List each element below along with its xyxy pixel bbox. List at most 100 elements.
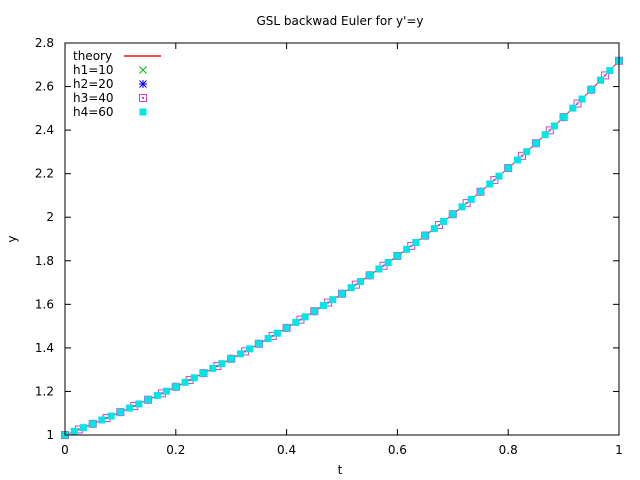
data-point [434,221,443,230]
data-point [301,313,309,321]
y-tick-label: 1.4 [35,341,54,355]
x-tick-label: 0.2 [166,443,185,457]
data-point [227,355,235,363]
data-point [283,324,291,332]
data-point [541,131,549,139]
y-tick-label: 1.8 [35,254,54,268]
data-point [218,360,226,368]
data-point [504,164,512,172]
data-point [532,139,540,147]
data-point [513,156,521,164]
plot-area [61,56,623,439]
data-point [458,203,466,211]
data-point [490,176,499,185]
x-tick-label: 0.8 [499,443,518,457]
legend-marker-swatch [139,108,147,116]
data-point [116,408,124,416]
axes: 0 0.2 0.4 0.6 0.8 1 1 1.2 1.4 1.6 1.8 2 2.2 2.4 2.6 2.8 [35,36,623,457]
data-point [153,392,161,400]
data-point [477,188,484,196]
data-point [384,259,392,267]
data-point [449,210,457,218]
data-point [440,217,448,225]
data-point [421,232,429,240]
data-point [181,378,189,386]
y-tick-label: 2.4 [35,123,54,137]
data-point [573,99,582,108]
data-point [190,374,198,382]
data-point [200,369,207,377]
data-point [70,427,78,435]
data-point [366,271,374,279]
y-tick-label: 1.6 [35,297,54,311]
data-point [462,199,471,208]
data-point [578,95,586,103]
data-point [320,301,328,309]
data-point [495,172,503,180]
legend-label: h3=40 [73,91,114,105]
y-tick-label: 1.2 [35,384,54,398]
y-tick-label: 2.6 [35,80,54,94]
x-tick-label: 0.4 [277,443,296,457]
data-point [518,151,527,160]
data-point [172,383,180,391]
chart-title: GSL backwad Euler for y'=y [256,14,423,28]
legend-label: h4=60 [73,105,114,119]
data-point [273,329,281,337]
data-point [375,265,383,273]
plot-frame [64,42,620,436]
data-point [597,76,605,84]
data-point [601,71,610,80]
data-point [126,404,134,412]
data-point [347,284,355,292]
data-point [486,180,494,188]
legend-marker-swatch [139,80,147,88]
legend-label: theory [73,49,112,63]
data-point [560,113,568,121]
data-point [107,412,115,420]
data-point [236,350,244,358]
data-point [209,364,217,372]
data-point [98,416,106,424]
data-point [255,340,263,348]
data-point [545,126,554,135]
data-point [144,396,152,404]
data-point [430,225,438,233]
legend-label: h2=20 [73,77,114,91]
y-tick-label: 2.8 [35,36,54,50]
data-point [403,245,411,253]
x-tick-label: 1 [615,443,623,457]
data-point [292,318,300,326]
data-point [79,424,87,432]
data-point [338,290,346,298]
data-point [329,296,337,304]
data-point [523,148,531,156]
data-point [569,104,577,112]
data-point [587,86,595,94]
y-tick-label: 2.2 [35,167,54,181]
data-point [163,387,171,395]
y-tick-label: 1 [46,428,54,442]
y-tick-label: 2 [46,210,54,224]
data-point [246,345,254,353]
data-point [467,195,475,203]
x-tick-label: 0 [61,443,69,457]
legend-marker-swatch [139,94,147,102]
legend-label: h1=10 [73,63,114,77]
data-point [550,122,558,130]
data-point [135,400,143,408]
data-point [356,278,364,286]
data-point [310,307,318,315]
data-point [412,239,420,247]
data-point [606,67,614,75]
x-axis-label: t [338,463,343,477]
data-point [264,335,272,343]
x-tick-label: 0.6 [388,443,407,457]
data-point [89,420,97,428]
data-point [393,252,401,260]
legend-marker-swatch [139,66,147,74]
y-axis-label: y [5,235,19,242]
